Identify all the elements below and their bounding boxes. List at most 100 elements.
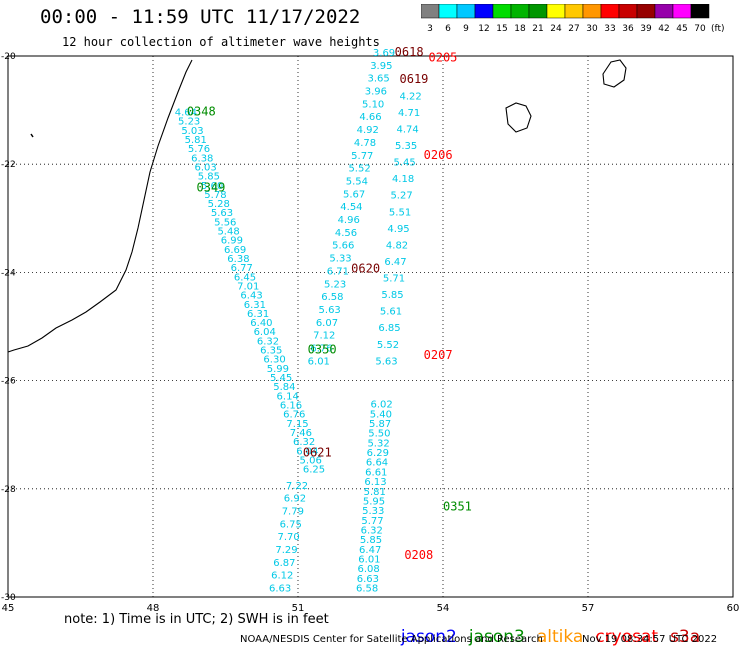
mauritius-island: [602, 59, 627, 88]
satellite-jason2: jason2: [400, 627, 457, 647]
wave-height-value: 6.32: [293, 437, 315, 448]
lat-tick-label: -24: [1, 268, 16, 278]
satellite-altika: altika: [536, 627, 584, 647]
wave-height-value: 6.08: [358, 564, 380, 575]
legend-label: 9: [463, 24, 469, 34]
wave-height-value: 6.76: [310, 344, 332, 355]
pass-label: 0618: [395, 45, 424, 59]
wave-height-value: 4.54: [340, 202, 362, 213]
wave-height-value: 4.56: [335, 228, 357, 239]
pass-labels: 0348 0349 0350 0351 0618 0619 0620 0621 0205 0206…: [187, 45, 472, 562]
wave-height-value: 6.61: [365, 467, 387, 478]
wave-height-value: 5.84: [273, 382, 295, 393]
wave-height-value: 7.12: [313, 331, 335, 342]
wave-height-value: 5.03: [181, 126, 203, 137]
wave-height-value: 6.07: [316, 318, 338, 329]
lat-tick-label: -28: [1, 485, 16, 495]
wave-height-tracks: 4.645.235.035.815.766.386.035.855.605.78…: [175, 48, 422, 595]
wave-height-value: 6.87: [273, 558, 295, 569]
legend-label: 24: [550, 24, 562, 34]
wave-height-value: 6.92: [284, 494, 306, 505]
legend-label: 30: [586, 24, 598, 34]
wave-height-value: 5.78: [204, 190, 226, 201]
wave-height-value: 6.75: [280, 519, 302, 530]
wave-height-value: 7.22: [286, 481, 308, 492]
wave-height-value: 5.63: [319, 305, 341, 316]
wave-height-value: 7.79: [282, 506, 304, 517]
legend-swatch: [546, 4, 566, 19]
wave-height-value: 5.32: [367, 438, 389, 449]
legend-label: 6: [445, 24, 451, 34]
wave-height-value: 5.76: [188, 144, 210, 155]
wave-height-value: 4.64: [175, 108, 197, 119]
footer-note: note: 1) Time is in UTC; 2) SWH is in fe…: [64, 612, 329, 627]
wave-height-value: 6.43: [240, 291, 262, 302]
wave-height-value: 6.40: [250, 318, 272, 329]
satellite-cryosat: cryosat: [595, 627, 659, 647]
wave-height-value: 6.03: [194, 162, 216, 173]
legend-label: 42: [658, 24, 669, 34]
wave-height-value: 5.33: [362, 506, 384, 517]
wave-height-value: 5.52: [377, 340, 399, 351]
legend-swatch: [636, 4, 656, 19]
wave-height-value: 6.47: [359, 545, 381, 556]
legend-swatch: [582, 4, 602, 19]
color-legend: 3 6 9 12 15 18 21 24 27 30 33 36 39 42 45 70 (ft): [421, 4, 725, 34]
wave-height-value: 5.66: [332, 241, 354, 252]
wave-height-value: 6.38: [227, 254, 249, 265]
satellite-legend: jason2 jason3 altika cryosat s3a: [390, 607, 712, 647]
legend-swatch: [510, 4, 530, 19]
credit-timestamp: Nov 19 08:34:57 UTC 2022: [582, 634, 718, 645]
wave-height-value: 6.76: [283, 410, 305, 421]
pass-label: 0208: [404, 548, 433, 562]
legend-label: 33: [604, 24, 615, 34]
wave-height-value: 6.63: [357, 574, 379, 585]
wave-height-value: 5.52: [348, 164, 370, 175]
wave-height-value: 6.45: [234, 272, 256, 283]
legend-swatch: [600, 4, 620, 19]
lat-tick-label: -20: [1, 52, 16, 62]
wave-height-value: 5.35: [395, 141, 417, 152]
wave-height-value: 4.71: [398, 108, 420, 119]
wave-height-value: 5.77: [351, 151, 373, 162]
wave-height-value: 4.92: [357, 125, 379, 136]
satellite-s3a: s3a: [670, 627, 701, 647]
legend-swatch: [421, 4, 440, 19]
wave-height-value: 6.01: [358, 555, 380, 566]
wave-height-value: 3.96: [365, 87, 387, 98]
wave-height-value: 4.66: [359, 112, 381, 123]
legend-swatch: [564, 4, 584, 19]
wave-height-value: 6.14: [277, 391, 299, 402]
legend-swatch: [690, 4, 710, 19]
lat-tick-label: -22: [1, 160, 16, 170]
wave-height-value: 5.60: [201, 181, 223, 192]
wave-height-value: 6.01: [308, 356, 330, 367]
lon-tick-label: 48: [147, 603, 160, 614]
page-subtitle: 12 hour collection of altimeter wave hei…: [62, 35, 380, 49]
wave-height-value: 6.25: [303, 465, 325, 476]
wave-height-value: 7.15: [286, 419, 308, 430]
wave-height-value: 4.78: [354, 138, 376, 149]
wave-height-value: 6.99: [221, 236, 243, 247]
wave-height-value: 6.85: [378, 323, 400, 334]
legend-swatch: [474, 4, 494, 19]
wave-height-value: 6.13: [364, 477, 386, 488]
pass-label: 0621: [303, 445, 332, 459]
pass-label: 0620: [351, 261, 380, 275]
wave-height-value: 6.71: [327, 266, 349, 277]
legend-label: 70: [694, 24, 706, 34]
wave-height-value: 4.96: [338, 215, 360, 226]
wave-height-value: 6.02: [371, 400, 393, 411]
wave-height-value: 6.30: [263, 355, 285, 366]
lon-tick-label: 60: [727, 603, 740, 614]
wave-height-value: 7.46: [290, 428, 312, 439]
wave-height-value: 5.63: [375, 356, 397, 367]
pass-label: 0207: [424, 348, 453, 362]
wave-height-value: 5.54: [346, 176, 368, 187]
wave-height-value: 5.50: [368, 429, 390, 440]
legend-label: 21: [532, 24, 543, 34]
satellite-jason3: jason3: [468, 627, 525, 647]
map-grid: [7, 55, 734, 598]
wave-height-value: 5.45: [393, 158, 415, 169]
pass-label: 0206: [424, 148, 453, 162]
